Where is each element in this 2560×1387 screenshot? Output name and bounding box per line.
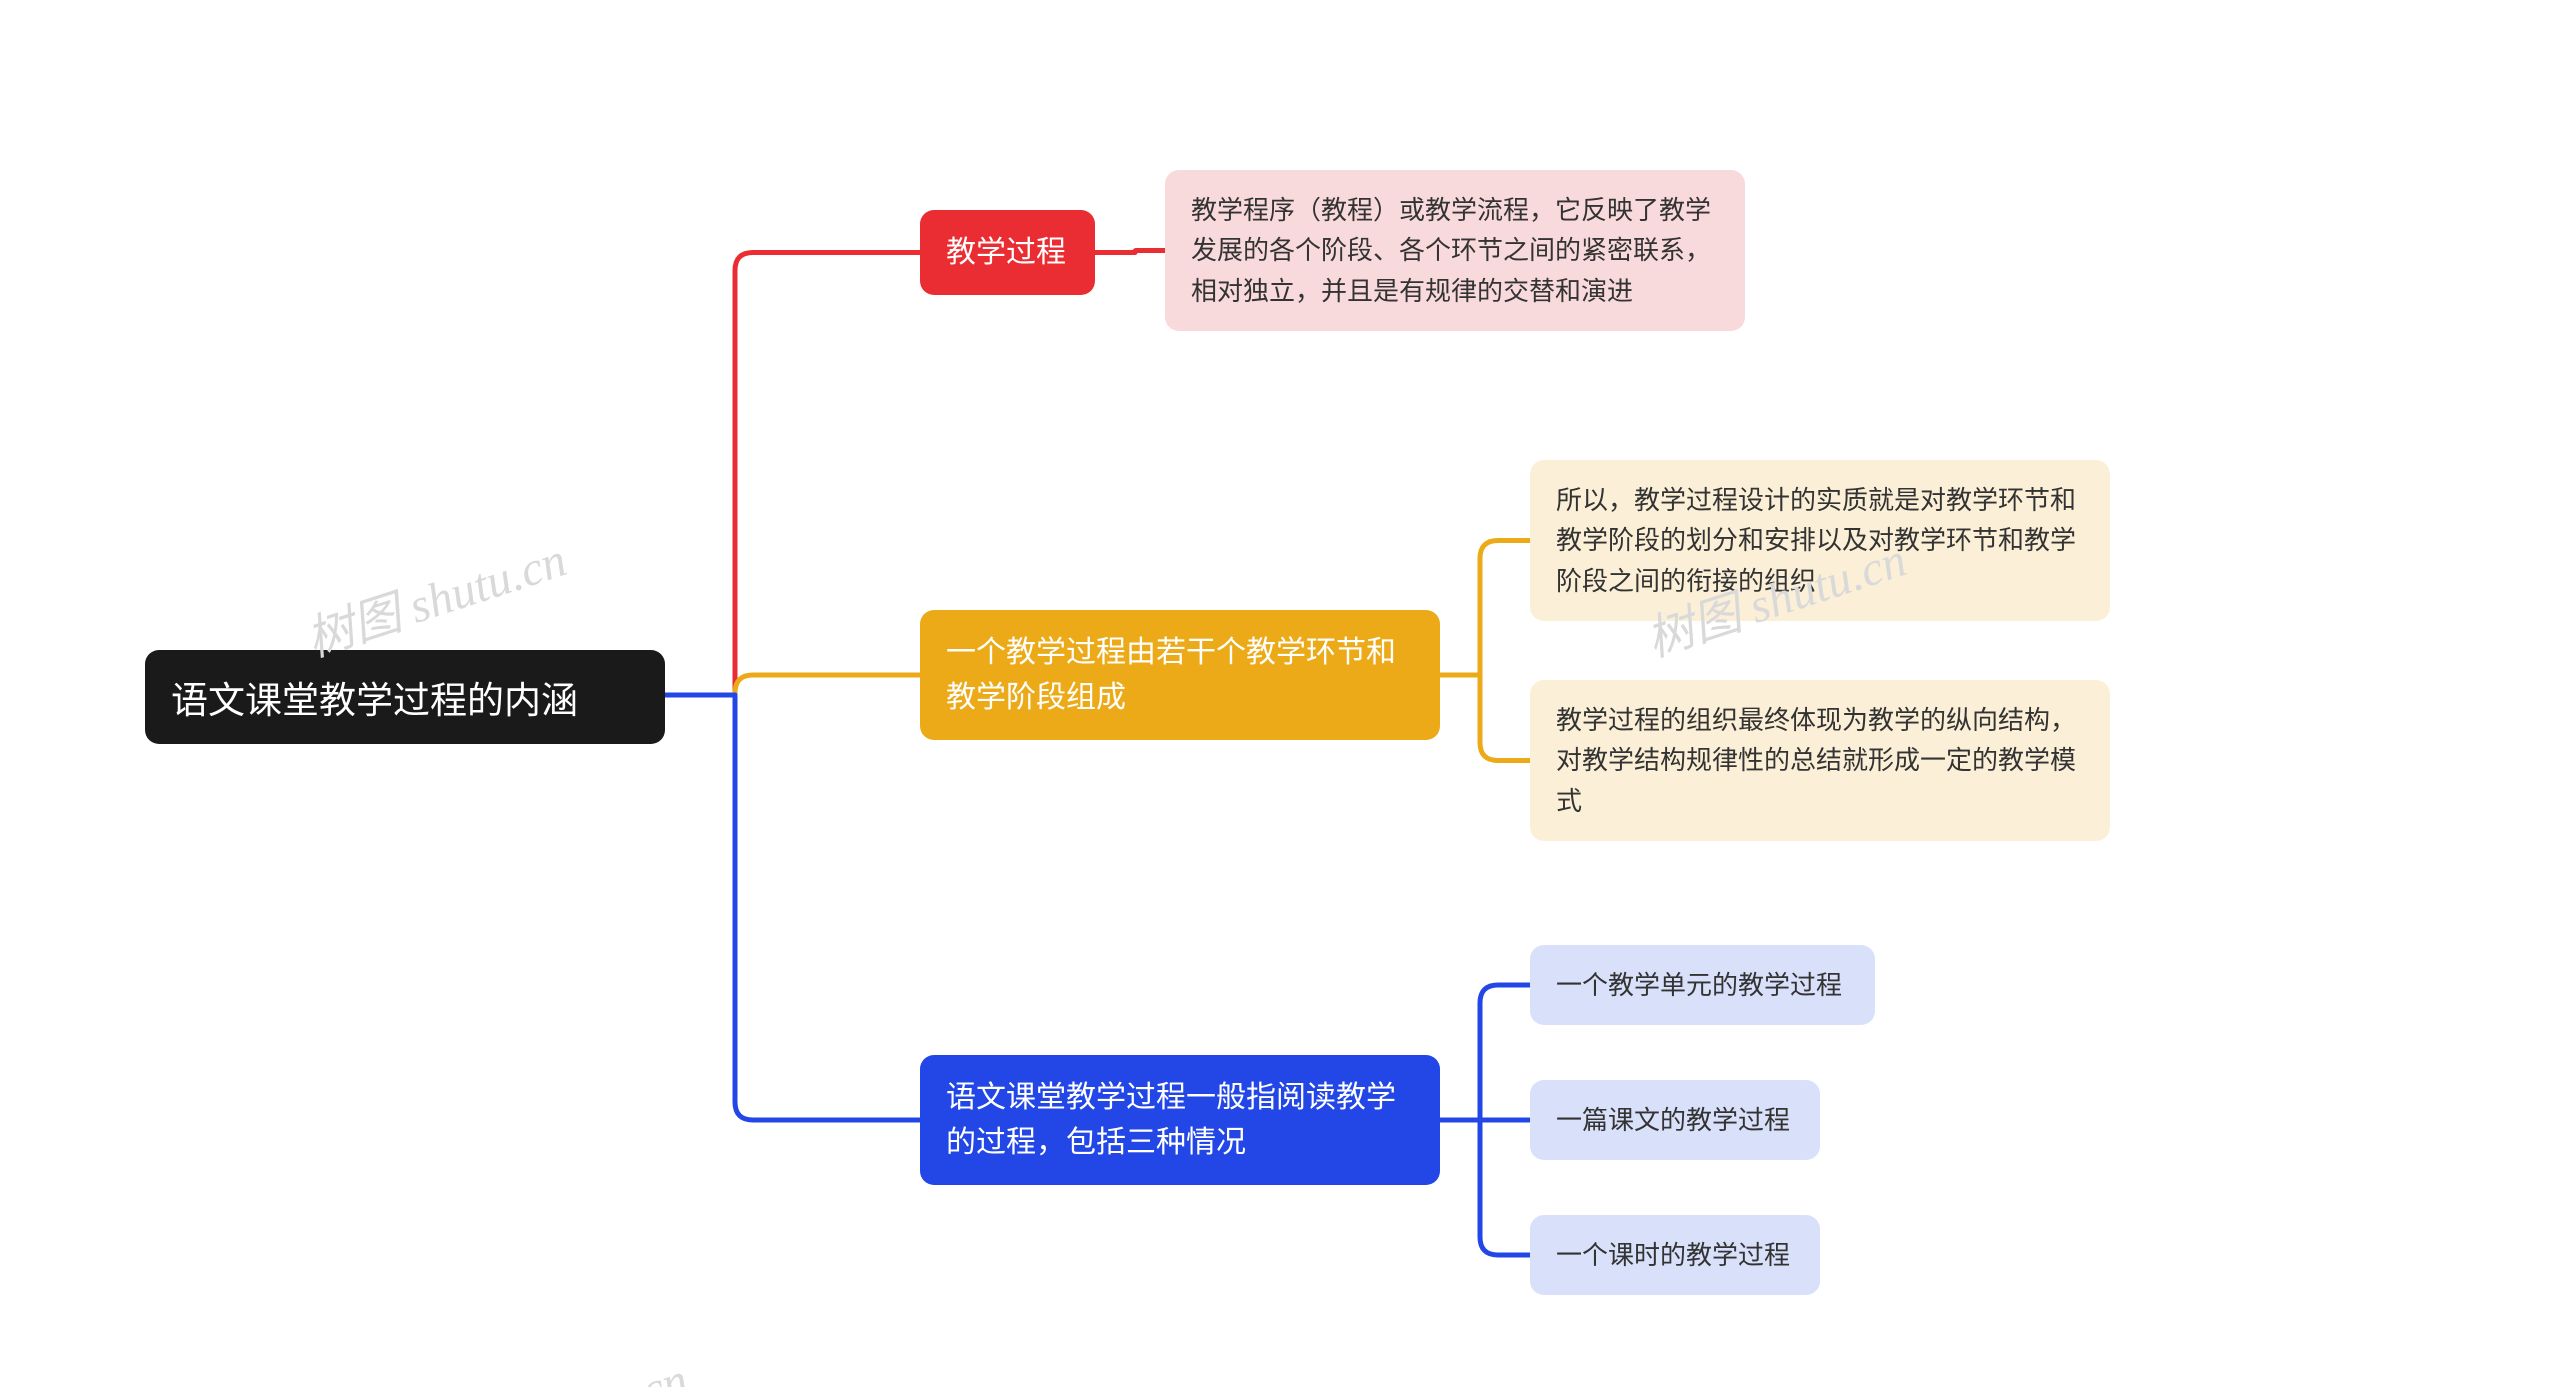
mindmap-canvas: 语文课堂教学过程的内涵 教学过程教学程序（教程）或教学流程，它反映了教学发展的各个… xyxy=(0,0,2560,1387)
watermark-2: .cn xyxy=(623,1352,695,1387)
leaf-node-2-2: 一个课时的教学过程 xyxy=(1530,1215,1820,1295)
root-node: 语文课堂教学过程的内涵 xyxy=(145,650,665,744)
leaf-node-1-0: 所以，教学过程设计的实质就是对教学环节和教学阶段的划分和安排以及对教学环节和教学… xyxy=(1530,460,2110,621)
leaf-node-1-1: 教学过程的组织最终体现为教学的纵向结构，对教学结构规律性的总结就形成一定的教学模… xyxy=(1530,680,2110,841)
watermark-0: 树图 shutu.cn xyxy=(296,520,574,670)
leaf-node-2-1: 一篇课文的教学过程 xyxy=(1530,1080,1820,1160)
leaf-node-0-0: 教学程序（教程）或教学流程，它反映了教学发展的各个阶段、各个环节之间的紧密联系，… xyxy=(1165,170,1745,331)
branch-node-2: 语文课堂教学过程一般指阅读教学的过程，包括三种情况 xyxy=(920,1055,1440,1185)
branch-node-1: 一个教学过程由若干个教学环节和教学阶段组成 xyxy=(920,610,1440,740)
branch-node-0: 教学过程 xyxy=(920,210,1095,295)
leaf-node-2-0: 一个教学单元的教学过程 xyxy=(1530,945,1875,1025)
